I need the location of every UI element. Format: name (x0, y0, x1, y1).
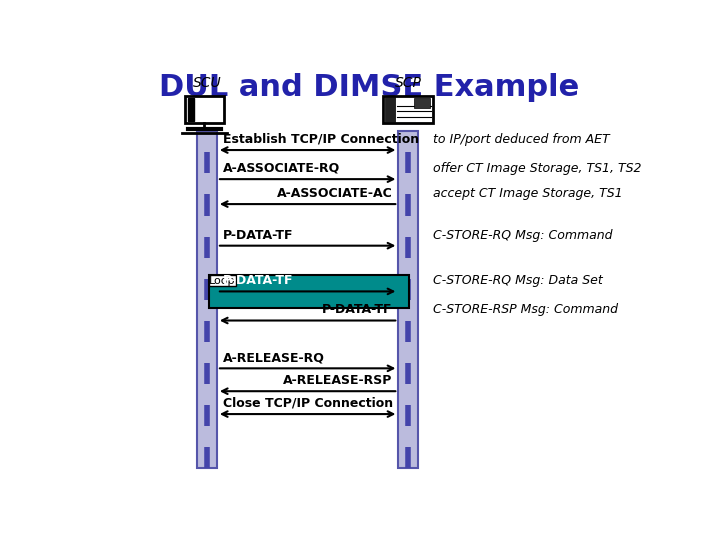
Text: to IP/port deduced from AET: to IP/port deduced from AET (433, 133, 610, 146)
Text: A-ASSOCIATE-RQ: A-ASSOCIATE-RQ (222, 162, 340, 175)
Text: C-STORE-RQ Msg: Data Set: C-STORE-RQ Msg: Data Set (433, 274, 603, 287)
Text: P-DATA-TF: P-DATA-TF (222, 228, 293, 241)
Text: A-RELEASE-RQ: A-RELEASE-RQ (222, 351, 325, 364)
Text: Close TCP/IP Connection: Close TCP/IP Connection (222, 397, 392, 410)
Bar (383, 96, 433, 123)
Text: SCU: SCU (193, 76, 222, 90)
Text: DUL and DIMSE Example: DUL and DIMSE Example (159, 73, 579, 102)
Bar (197, 131, 217, 468)
Text: C-STORE-RSP Msg: Command: C-STORE-RSP Msg: Command (433, 303, 618, 316)
Text: Establish TCP/IP Connection: Establish TCP/IP Connection (222, 133, 418, 146)
Bar (413, 98, 431, 109)
Bar (185, 96, 224, 123)
Text: SCP: SCP (395, 76, 421, 90)
Bar (384, 97, 395, 122)
Text: P-DATA-TF: P-DATA-TF (323, 303, 392, 316)
Bar (209, 275, 409, 308)
Bar (188, 98, 194, 121)
Text: Loop: Loop (209, 275, 235, 286)
Bar (398, 131, 418, 468)
Text: P-DATA-TF: P-DATA-TF (222, 274, 293, 287)
Text: A-RELEASE-RSP: A-RELEASE-RSP (284, 374, 392, 387)
Bar (209, 275, 235, 286)
Text: C-STORE-RQ Msg: Command: C-STORE-RQ Msg: Command (433, 228, 613, 241)
Text: offer CT Image Storage, TS1, TS2: offer CT Image Storage, TS1, TS2 (433, 162, 642, 175)
Text: accept CT Image Storage, TS1: accept CT Image Storage, TS1 (433, 187, 623, 200)
Text: A-ASSOCIATE-AC: A-ASSOCIATE-AC (277, 187, 392, 200)
